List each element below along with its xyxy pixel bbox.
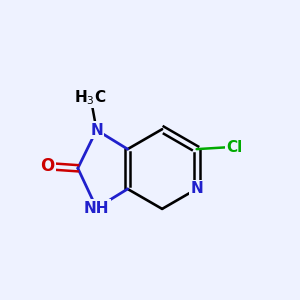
Text: N: N [90, 122, 103, 137]
Text: N: N [190, 182, 203, 196]
Text: NH: NH [84, 201, 109, 216]
Text: Cl: Cl [226, 140, 243, 154]
Text: O: O [40, 157, 55, 175]
Text: H$_3$C: H$_3$C [74, 88, 107, 107]
